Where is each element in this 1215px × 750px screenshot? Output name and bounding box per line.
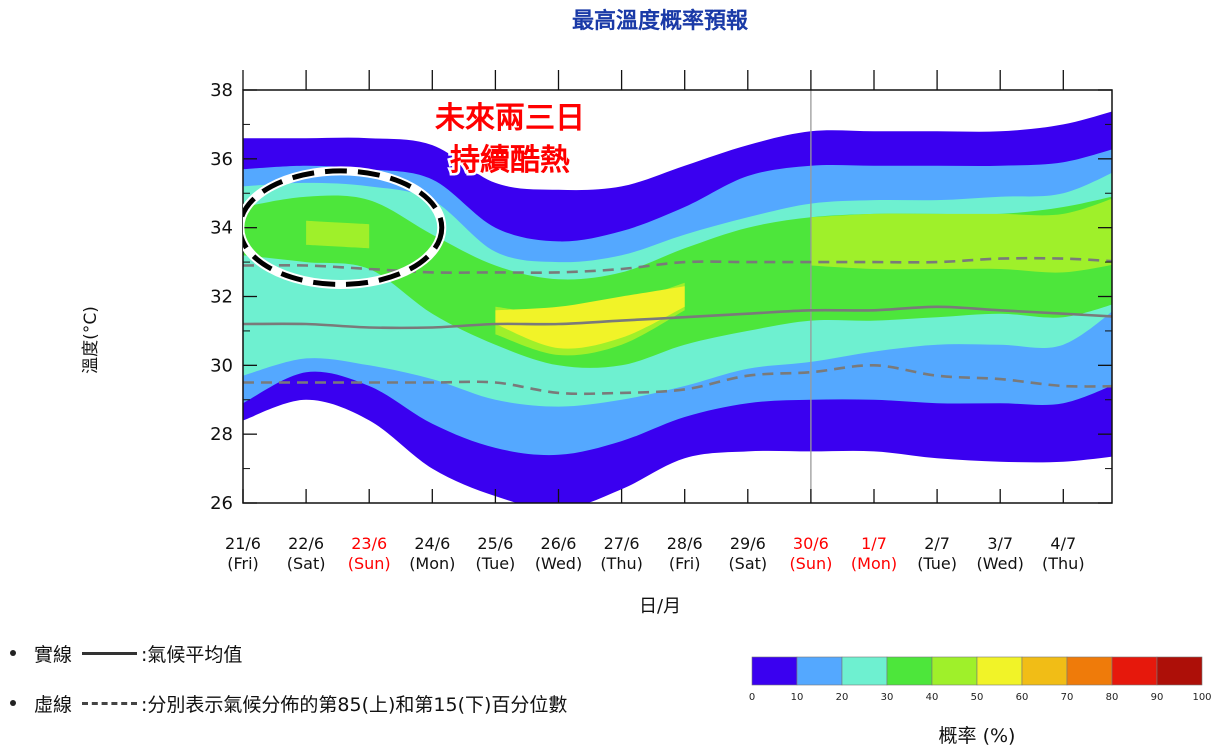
colorbar-tick-label: 50	[971, 692, 984, 703]
line-legend: 實線 :氣候平均值 虛線 :分別表示氣候分佈的第85(上)和第15(下)百分位數	[10, 628, 567, 728]
x-tick-date: 23/6	[351, 534, 387, 553]
legend-dashed: 虛線 :分別表示氣候分佈的第85(上)和第15(下)百分位數	[10, 678, 567, 728]
x-tick-date: 25/6	[477, 534, 513, 553]
y-tick-label: 34	[210, 218, 233, 239]
series-line-2	[243, 363, 1112, 396]
annotation-line1: 未來兩三日	[435, 101, 585, 136]
x-tick-day: (Sat)	[287, 554, 326, 573]
colorbar-tick-label: 10	[791, 692, 804, 703]
x-tick-day: (Sun)	[789, 554, 832, 573]
probability-band-40-50-part-2	[810, 198, 1112, 273]
x-tick-day: (Thu)	[1042, 554, 1085, 573]
y-tick-label: 28	[210, 424, 233, 445]
series-lines	[243, 256, 1112, 396]
x-tick-date: 21/6	[225, 534, 261, 553]
y-axis-label: 溫度(°C)	[81, 306, 101, 374]
x-tick-date: 30/6	[793, 534, 829, 553]
x-tick-date: 3/7	[987, 534, 1013, 553]
x-tick-day: (Thu)	[600, 554, 643, 573]
x-tick-day: (Mon)	[851, 554, 897, 573]
dashed-line-sample	[82, 701, 138, 705]
x-tick-date: 4/7	[1050, 534, 1076, 553]
x-tick-day: (Wed)	[977, 554, 1024, 573]
x-tick-day: (Fri)	[227, 554, 259, 573]
y-axis: 26 28 30 32 34 36 38	[210, 80, 1112, 514]
legend-solid: 實線 :氣候平均值	[10, 628, 567, 678]
x-axis: 21/6(Fri)22/6(Sat)23/6(Sun)24/6(Mon)25/6…	[225, 70, 1085, 573]
legend-dashed-label: 虛線	[34, 693, 73, 716]
series-line-1	[243, 256, 1112, 274]
x-tick-date: 26/6	[541, 534, 577, 553]
colorbar-swatch	[796, 656, 843, 686]
bullet-icon	[10, 650, 16, 656]
x-tick-day: (Tue)	[917, 554, 957, 573]
legend-solid-desc: :氣候平均值	[141, 643, 243, 666]
annotation-line2: 持續酷熱	[450, 143, 570, 178]
colorbar-swatch	[976, 656, 1023, 686]
probability-band-50-60-part-0	[495, 286, 685, 349]
colorbar-tick-label: 100	[1192, 692, 1211, 703]
x-tick-date: 29/6	[730, 534, 766, 553]
x-axis-label: 日/月	[639, 596, 681, 617]
colorbar-tick-label: 60	[1016, 692, 1029, 703]
legend-solid-label: 實線	[34, 643, 73, 666]
colorbar-swatch	[1156, 656, 1203, 686]
x-tick-date: 27/6	[604, 534, 640, 553]
colorbar-tick-label: 90	[1151, 692, 1164, 703]
x-tick-date: 22/6	[288, 534, 324, 553]
x-tick-date: 1/7	[861, 534, 887, 553]
colorbar-swatch	[1066, 656, 1113, 686]
colorbar: 0 10 20 30 40 50 60 70 80 90 100 概率 (%)	[749, 656, 1212, 747]
colorbar-swatch	[931, 656, 978, 686]
colorbar-tick-label: 30	[881, 692, 894, 703]
probability-bands	[243, 111, 1112, 503]
x-tick-day: (Tue)	[475, 554, 515, 573]
colorbar-swatch	[751, 656, 798, 686]
colorbar-tick-label: 40	[926, 692, 939, 703]
colorbar-tick-label: 70	[1061, 692, 1074, 703]
probability-band-40-50-part-0	[306, 220, 370, 249]
colorbar-tick-label: 80	[1106, 692, 1119, 703]
x-tick-date: 28/6	[667, 534, 703, 553]
colorbar-label: 概率 (%)	[939, 725, 1016, 747]
y-tick-label: 30	[210, 355, 233, 376]
colorbar-swatch	[841, 656, 888, 686]
y-tick-label: 32	[210, 287, 233, 308]
colorbar-tick-label: 20	[836, 692, 849, 703]
x-tick-day: (Sun)	[348, 554, 391, 573]
x-tick-day: (Fri)	[669, 554, 701, 573]
y-tick-label: 38	[210, 80, 233, 101]
colorbar-tick-label: 0	[749, 692, 755, 703]
legend-dashed-desc: :分別表示氣候分佈的第85(上)和第15(下)百分位數	[141, 693, 568, 716]
colorbar-swatch	[1021, 656, 1068, 686]
y-tick-label: 26	[210, 493, 233, 514]
x-tick-day: (Mon)	[409, 554, 455, 573]
chart-title: 最高溫度概率預報	[572, 8, 749, 33]
x-tick-date: 24/6	[414, 534, 450, 553]
y-tick-label: 36	[210, 149, 233, 170]
solid-line-sample	[82, 651, 138, 655]
x-tick-day: (Wed)	[535, 554, 582, 573]
highlight-ellipse	[243, 168, 445, 287]
colorbar-swatch	[886, 656, 933, 686]
bullet-icon	[10, 700, 16, 706]
colorbar-swatch	[1111, 656, 1158, 686]
x-tick-date: 2/7	[924, 534, 950, 553]
x-tick-day: (Sat)	[728, 554, 767, 573]
series-line-0	[243, 305, 1112, 330]
